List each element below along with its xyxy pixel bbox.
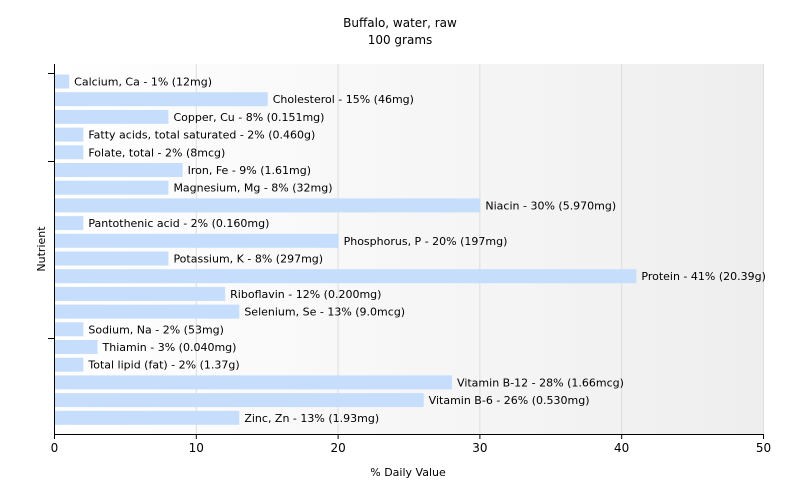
bar-label: Pantothenic acid - 2% (0.160mg) — [88, 217, 269, 230]
bar — [55, 233, 339, 248]
bar-label: Sodium, Na - 2% (53mg) — [88, 323, 224, 336]
bar-label: Copper, Cu - 8% (0.151mg) — [173, 111, 324, 124]
bar — [55, 269, 637, 284]
bar-label: Fatty acids, total saturated - 2% (0.460… — [88, 129, 315, 142]
bar-label: Magnesium, Mg - 8% (32mg) — [173, 182, 332, 195]
x-tick-label: 30 — [472, 441, 487, 455]
bar — [55, 304, 240, 319]
y-axis-title: Nutrient — [35, 226, 48, 272]
bar — [55, 198, 481, 213]
bar — [55, 74, 70, 89]
chart-title: Buffalo, water, raw — [343, 16, 457, 30]
bar-label: Potassium, K - 8% (297mg) — [173, 253, 323, 266]
bar — [55, 92, 268, 107]
x-axis-title: % Daily Value — [370, 466, 446, 479]
bar-label: Phosphorus, P - 20% (197mg) — [344, 235, 508, 248]
bar — [55, 286, 226, 301]
x-tick-label: 40 — [614, 441, 629, 455]
chart-subtitle: 100 grams — [368, 33, 433, 47]
bar-label: Protein - 41% (20.39g) — [641, 270, 766, 283]
bar-label: Thiamin - 3% (0.040mg) — [102, 341, 237, 354]
bar-label: Calcium, Ca - 1% (12mg) — [74, 76, 212, 89]
bar — [55, 163, 183, 177]
bar-label: Riboflavin - 12% (0.200mg) — [230, 288, 381, 301]
bar-label: Vitamin B-6 - 26% (0.530mg) — [429, 394, 590, 407]
x-tick-label: 50 — [756, 441, 771, 455]
bar-label: Total lipid (fat) - 2% (1.37g) — [87, 359, 239, 372]
bar — [55, 127, 84, 142]
bars: Calcium, Ca - 1% (12mg) Cholesterol - 15%… — [55, 74, 766, 425]
bar — [55, 251, 169, 266]
x-tick-label: 10 — [189, 441, 204, 455]
bar-label: Vitamin B-12 - 28% (1.66mcg) — [457, 376, 624, 389]
bar — [55, 340, 98, 354]
bar-label: Zinc, Zn - 13% (1.93mg) — [244, 412, 379, 425]
bar-label: Niacin - 30% (5.970mg) — [485, 199, 616, 212]
grid-lines — [195, 64, 764, 434]
x-tick-label: 20 — [330, 441, 345, 455]
bar — [55, 180, 169, 195]
bar — [55, 109, 169, 124]
bar-label: Selenium, Se - 13% (9.0mcg) — [244, 306, 405, 319]
bar — [55, 145, 84, 160]
x-tick-label: 0 — [51, 441, 59, 455]
bar — [55, 216, 84, 231]
axes: 0 10 20 30 40 50 — [48, 64, 771, 455]
bar-label: Cholesterol - 15% (46mg) — [273, 93, 414, 106]
bar-label: Folate, total - 2% (8mcg) — [88, 146, 225, 159]
bar — [55, 393, 424, 408]
plot-area — [54, 64, 763, 434]
bar-label: Iron, Fe - 9% (1.61mg) — [188, 164, 311, 177]
bar — [55, 322, 84, 337]
bar — [55, 375, 453, 390]
bar — [55, 410, 240, 425]
bar — [55, 357, 84, 372]
